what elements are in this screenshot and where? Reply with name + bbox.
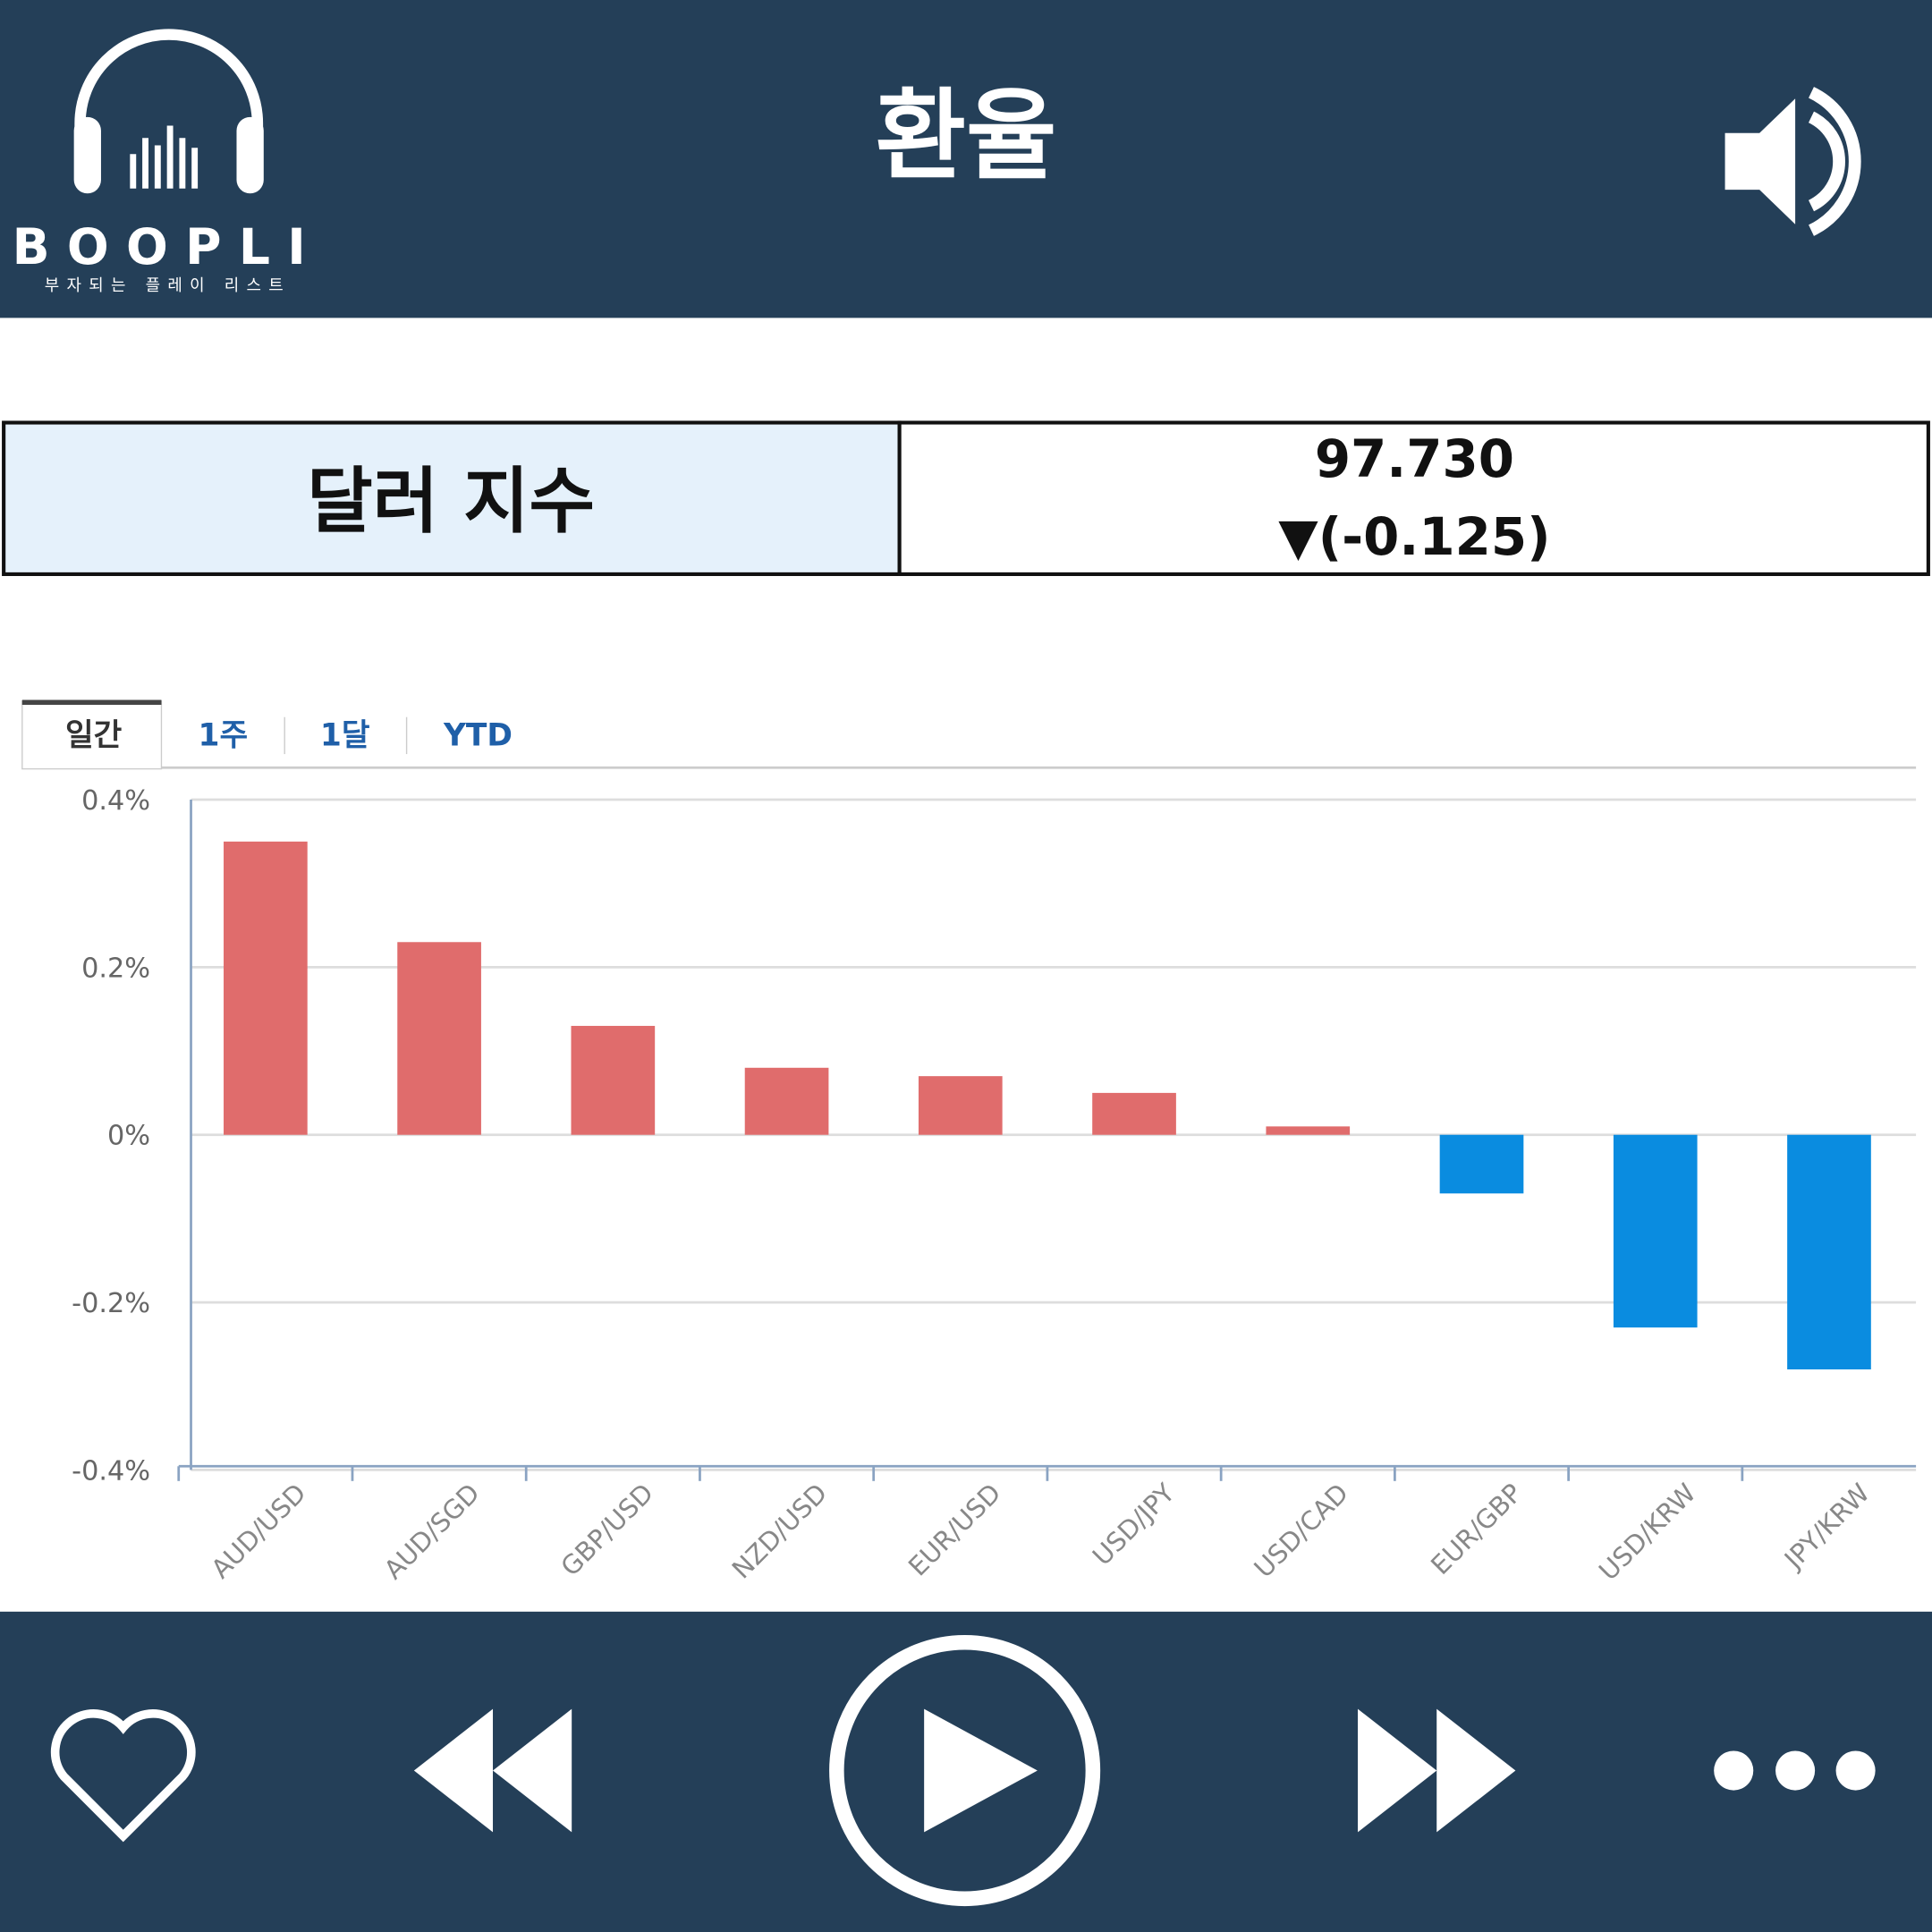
logo-icon — [73, 29, 264, 194]
bar — [1787, 1134, 1871, 1370]
bar — [1266, 1126, 1351, 1135]
y-tick-label: 0.2% — [81, 953, 150, 984]
logo-text: BOOPLI — [13, 218, 323, 275]
play-button[interactable] — [829, 1635, 1101, 1907]
rewind-button[interactable] — [413, 1708, 572, 1833]
bar — [1613, 1134, 1698, 1328]
tab[interactable]: 일간 — [65, 717, 123, 753]
bar — [1439, 1134, 1524, 1194]
bar — [744, 1067, 829, 1135]
logo-slogan: 부자되는 플레이 리스트 — [45, 276, 291, 295]
bar — [224, 841, 308, 1135]
play-icon — [924, 1708, 1038, 1833]
more-button[interactable] — [1714, 1750, 1876, 1791]
index-value-cell — [897, 420, 1930, 577]
like-button[interactable] — [50, 1709, 196, 1843]
y-tick-label: 0% — [107, 1121, 150, 1152]
tab[interactable]: 1달 — [320, 717, 370, 753]
tab[interactable]: 1주 — [199, 717, 249, 753]
header-bar — [0, 0, 1932, 318]
active-tab[interactable] — [21, 700, 163, 770]
y-tick-label: -0.2% — [72, 1288, 150, 1319]
speaker-icon[interactable] — [1724, 87, 1861, 236]
index-label: 달러 지수 — [307, 460, 595, 543]
bar — [1092, 1092, 1176, 1135]
y-tick-label: 0.4% — [81, 785, 150, 817]
bar — [397, 942, 481, 1135]
bar — [918, 1076, 1003, 1135]
y-tick-label: -0.4% — [72, 1455, 150, 1487]
forward-button[interactable] — [1358, 1708, 1516, 1833]
tab[interactable]: YTD — [443, 717, 513, 753]
page-title: 환율 — [876, 79, 1057, 193]
bar — [571, 1025, 656, 1135]
index-value: 97.730 — [1315, 428, 1514, 489]
index-change: ▼(-0.125) — [1278, 506, 1550, 567]
